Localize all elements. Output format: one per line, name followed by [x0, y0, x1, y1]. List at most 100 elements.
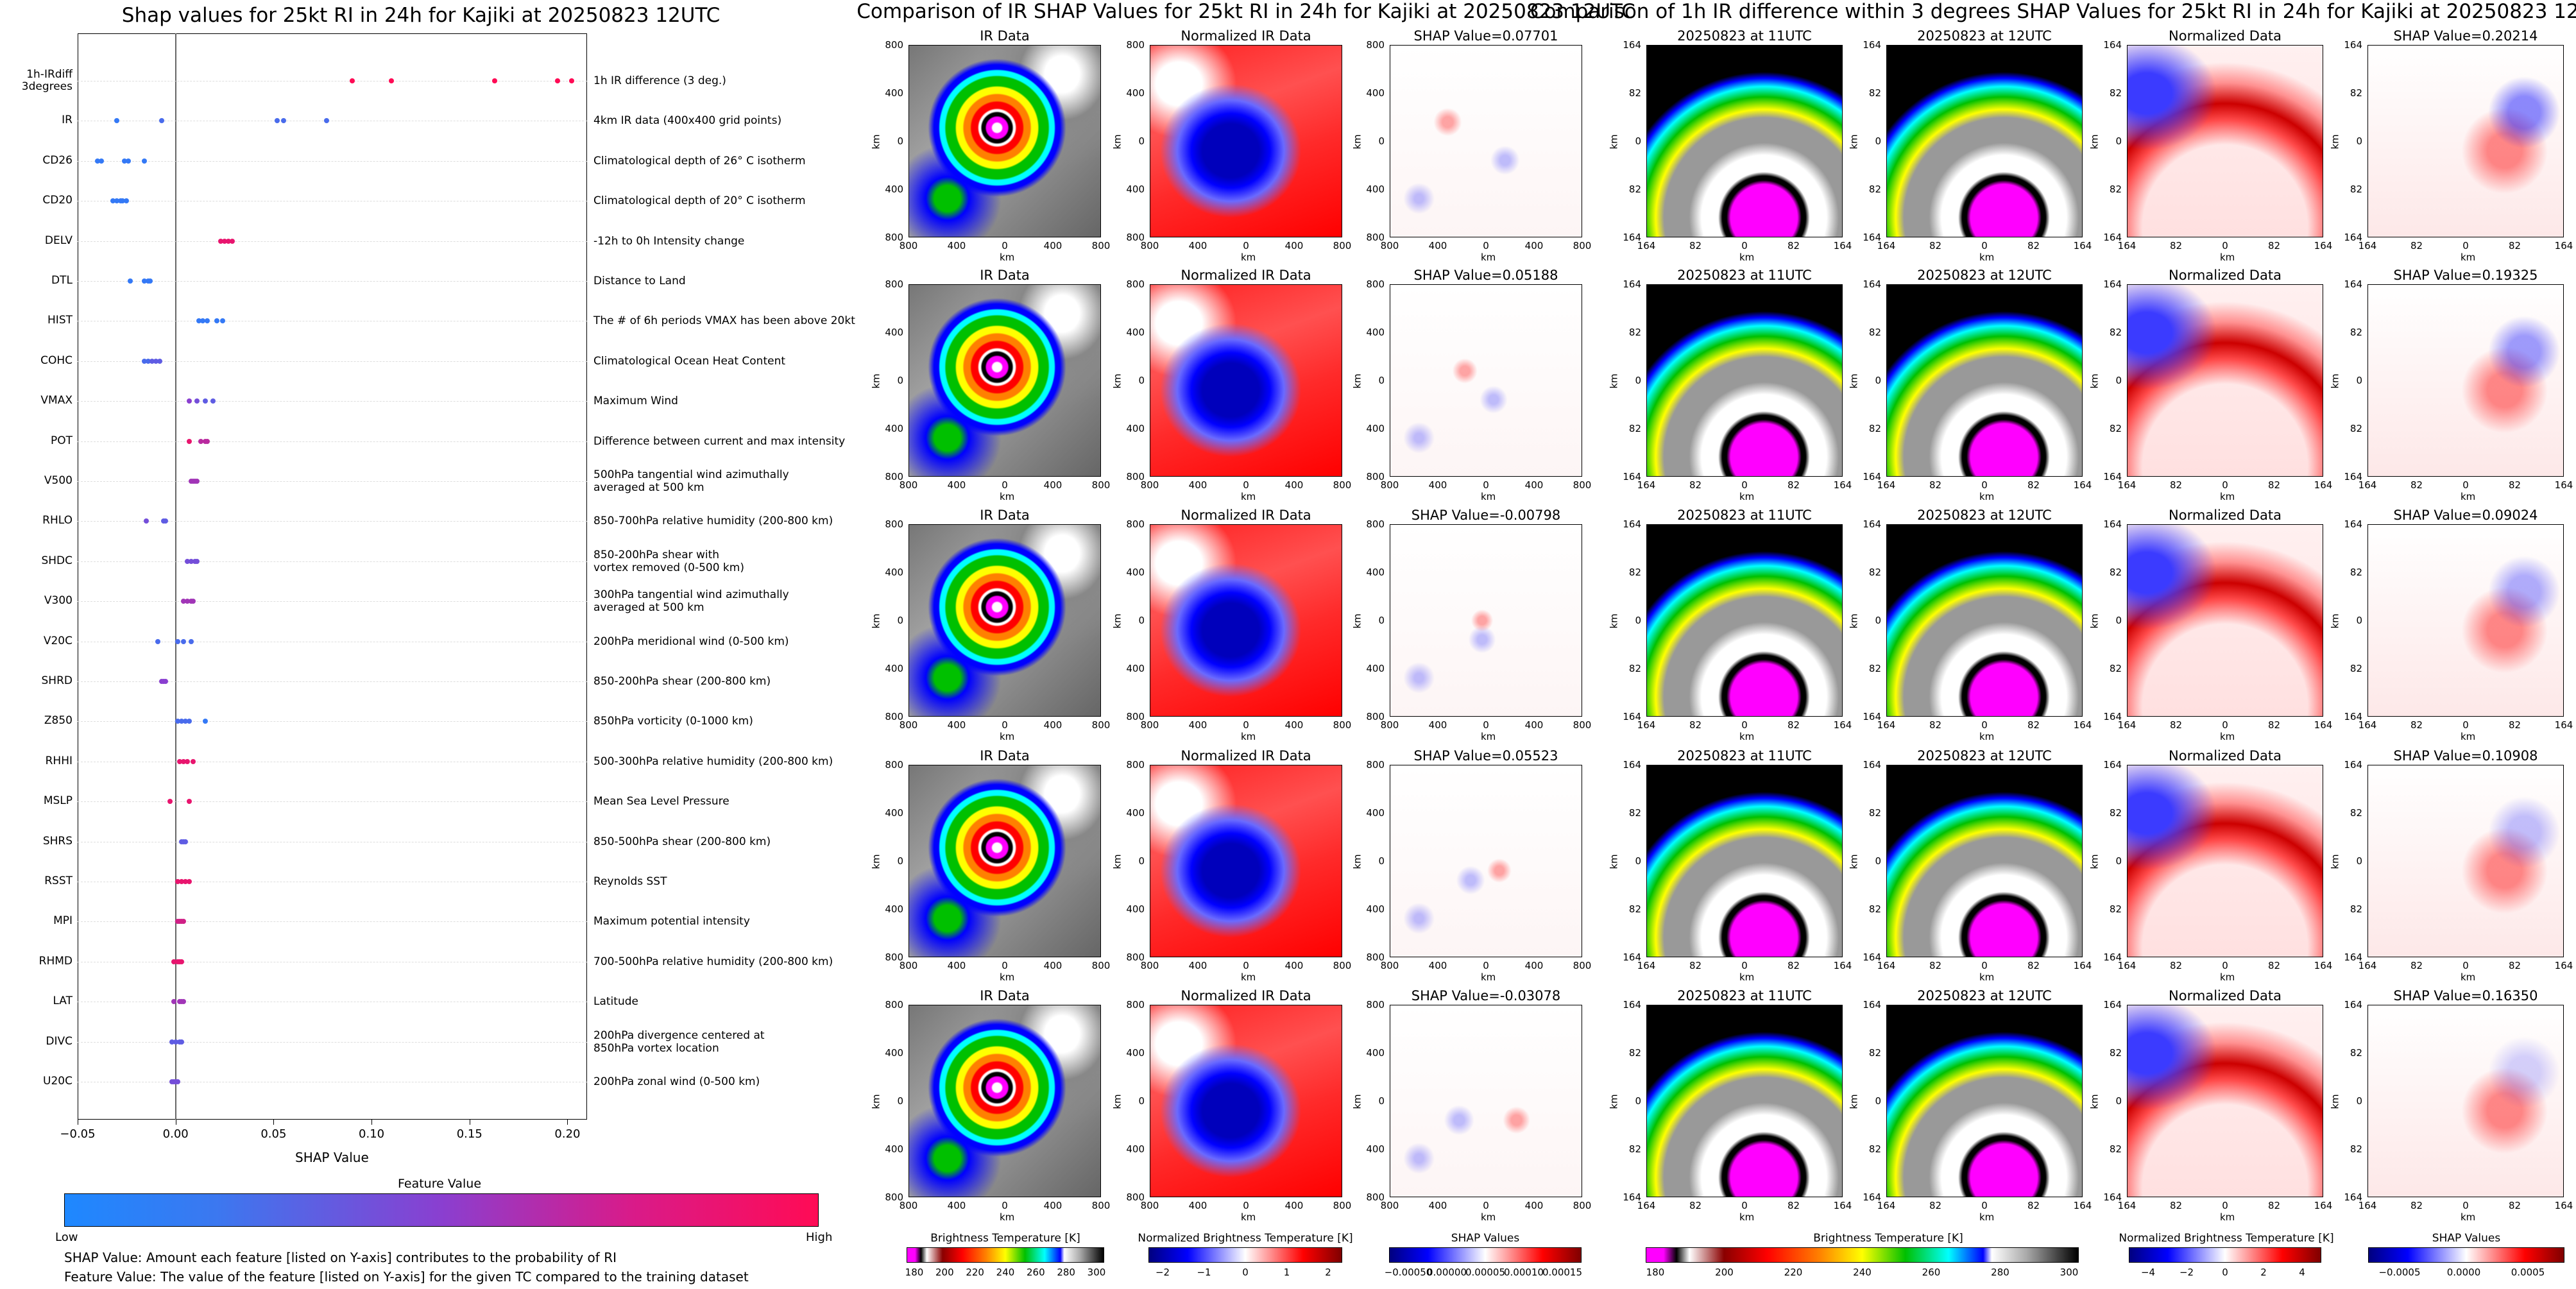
- diff-shap-panel-x-tick: 164: [2358, 479, 2377, 491]
- diff-normalized-panel-x-tick: 82: [2169, 1200, 2183, 1211]
- ir-shap-panel-x-tick: 400: [1524, 719, 1544, 731]
- shap-feature-description: Distance to Land: [593, 275, 686, 287]
- diff-11utc-panel-x-unit: km: [1739, 252, 1755, 263]
- diff-normalized-panel-x-tick: 82: [2267, 240, 2281, 252]
- ir-normalized-panel: [1150, 284, 1342, 477]
- diff-shap-panel-y-tick: 164: [2344, 278, 2362, 290]
- diff-shap-panel-y-tick: 164: [2344, 999, 2362, 1011]
- ir-data-panel-x-tick: 400: [1043, 240, 1062, 252]
- diff-12utc-panel: [1886, 1005, 2083, 1197]
- diff-12utc-panel-y-tick: 0: [1875, 135, 1881, 147]
- diff-shap-panel-x-tick: 82: [2508, 240, 2521, 252]
- ir-data-panel-x-unit: km: [1000, 252, 1015, 263]
- ir-normalized-panel-y-tick: 400: [1126, 663, 1145, 674]
- shap-feature-name: DIVC: [46, 1034, 73, 1048]
- diff-cbar1-title: Brightness Temperature [K]: [1813, 1232, 1963, 1245]
- ir-data-panel-y-tick: 400: [885, 663, 903, 674]
- ir-shap-panel-y-unit: km: [1351, 134, 1363, 149]
- ir-data-panel-y-tick: 800: [885, 1191, 903, 1203]
- diff-12utc-panel-x-unit: km: [1979, 731, 1995, 742]
- diff-12utc-panel-x-tick: 82: [1929, 479, 1942, 491]
- diff-cbar3-tick: 0.0000: [2446, 1267, 2481, 1278]
- diff-normalized-panel-field: [2128, 1005, 2323, 1197]
- ir-data-panel-field: [909, 285, 1100, 476]
- diff-12utc-panel-y-tick: 164: [1863, 518, 1881, 530]
- shap-feature-name: DELV: [44, 234, 73, 247]
- diff-11utc-panel-title: 20250823 at 11UTC: [1677, 28, 1812, 44]
- shap-feature-description: 850-500hPa shear (200-800 km): [593, 835, 771, 848]
- diff-shap-panel-title: SHAP Value=0.10908: [2393, 748, 2538, 764]
- ir-cbar1-tick: 200: [935, 1267, 954, 1278]
- diff-normalized-panel-title: Normalized Data: [2169, 988, 2282, 1003]
- ir-data-panel-x-tick: 0: [1002, 960, 1008, 971]
- diff-12utc-panel-x-unit: km: [1979, 491, 1995, 502]
- ir-shap-panel-x-tick: 0: [1483, 960, 1489, 971]
- diff-cbar1-tick: 300: [2060, 1267, 2079, 1278]
- ir-shap-panel-x-unit: km: [1481, 1211, 1496, 1223]
- diff-shap-panel-x-tick: 164: [2554, 1200, 2573, 1211]
- diff-normalized-panel-y-tick: 82: [2109, 87, 2122, 99]
- diff-normalized-panel-x-tick: 82: [2169, 960, 2183, 971]
- diff-normalized-panel-y-tick: 82: [2109, 567, 2122, 578]
- diff-normalized-panel-x-tick: 0: [2222, 1200, 2228, 1211]
- diff-11utc-panel-x-tick: 164: [1833, 960, 1852, 971]
- shap-feature-description: The # of 6h periods VMAX has been above …: [593, 314, 855, 328]
- diff-shap-panel-y-unit: km: [2329, 1094, 2341, 1109]
- diff-11utc-panel-y-tick: 0: [1635, 855, 1641, 867]
- shap-feature-description: 300hPa tangential wind azimuthally avera…: [593, 588, 789, 615]
- diff-12utc-panel-title: 20250823 at 12UTC: [1917, 508, 2052, 523]
- ir-data-panel-x-tick: 0: [1002, 479, 1008, 491]
- shap-feature-description: 700-500hPa relative humidity (200-800 km…: [593, 955, 833, 968]
- ir-shap-panel-x-tick: 400: [1428, 240, 1447, 252]
- diff-12utc-panel-x-tick: 0: [1981, 240, 1988, 252]
- diff-normalized-panel-field: [2128, 765, 2323, 957]
- ir-normalized-panel-title: Normalized IR Data: [1181, 748, 1311, 764]
- ir-shap-panel-x-tick: 800: [1380, 1200, 1399, 1211]
- diff-11utc-panel-y-tick: 164: [1623, 278, 1641, 290]
- diff-12utc-panel-title: 20250823 at 12UTC: [1917, 28, 2052, 44]
- diff-shap-panel-y-tick: 82: [2350, 1143, 2362, 1155]
- ir-shap-panel-y-tick: 400: [1366, 327, 1385, 338]
- diff-12utc-panel-field: [1887, 285, 2082, 476]
- diff-12utc-panel-y-tick: 164: [1863, 471, 1881, 482]
- ir-data-panel-x-tick: 400: [947, 1200, 966, 1211]
- diff-12utc-panel-y-unit: km: [1848, 1094, 1860, 1109]
- ir-normalized-panel-y-tick: 0: [1138, 855, 1145, 867]
- diff-shap-panel-y-unit: km: [2329, 613, 2341, 629]
- diff-normalized-panel-x-unit: km: [2220, 1211, 2235, 1223]
- diff-cbar1-tick: 260: [1922, 1267, 1941, 1278]
- diff-11utc-panel-x-tick: 164: [1637, 479, 1656, 491]
- diff-cbar2-title: Normalized Brightness Temperature [K]: [2119, 1232, 2334, 1245]
- ir-normalized-panel-y-tick: 800: [1126, 471, 1145, 482]
- diff-shap-panel-x-tick: 164: [2358, 719, 2377, 731]
- diff-12utc-panel-field: [1887, 46, 2082, 237]
- ir-normalized-panel-y-tick: 800: [1126, 759, 1145, 771]
- diff-normalized-panel-title: Normalized Data: [2169, 268, 2282, 283]
- ir-normalized-panel-field: [1150, 525, 1342, 716]
- ir-normalized-panel-y-tick: 800: [1126, 232, 1145, 243]
- diff-normalized-panel-y-tick: 164: [2103, 711, 2122, 722]
- ir-shap-panel-x-tick: 400: [1524, 960, 1544, 971]
- ir-shap-panel-y-tick: 800: [1366, 278, 1385, 290]
- ir-shap-panel-y-tick: 400: [1366, 807, 1385, 819]
- diff-shap-panel: [2367, 45, 2564, 237]
- diff-shap-panel-y-tick: 0: [2356, 615, 2362, 626]
- diff-11utc-panel-y-unit: km: [1608, 373, 1620, 389]
- diff-12utc-panel-x-tick: 82: [2027, 479, 2040, 491]
- ir-shap-panel-x-unit: km: [1481, 491, 1496, 502]
- ir-normalized-panel-y-tick: 800: [1126, 711, 1145, 722]
- diff-normalized-panel-y-tick: 82: [2109, 1143, 2122, 1155]
- diff-11utc-panel-y-unit: km: [1608, 854, 1620, 869]
- ir-normalized-panel-y-tick: 800: [1126, 952, 1145, 963]
- diff-12utc-panel-y-tick: 164: [1863, 232, 1881, 243]
- ir-shap-panel-y-tick: 800: [1366, 1191, 1385, 1203]
- ir-normalized-panel-x-tick: 800: [1333, 479, 1352, 491]
- ir-cbar3-title: SHAP Values: [1451, 1232, 1520, 1245]
- ir-shap-panel-x-unit: km: [1481, 252, 1496, 263]
- diff-11utc-panel: [1646, 1005, 1843, 1197]
- diff-normalized-panel-y-tick: 82: [2109, 1047, 2122, 1059]
- ir-shap-panel-x-tick: 400: [1524, 240, 1544, 252]
- ir-data-panel-y-unit: km: [870, 373, 882, 389]
- ir-data-panel-x-unit: km: [1000, 731, 1015, 742]
- ir-shap-panel-y-tick: 800: [1366, 711, 1385, 722]
